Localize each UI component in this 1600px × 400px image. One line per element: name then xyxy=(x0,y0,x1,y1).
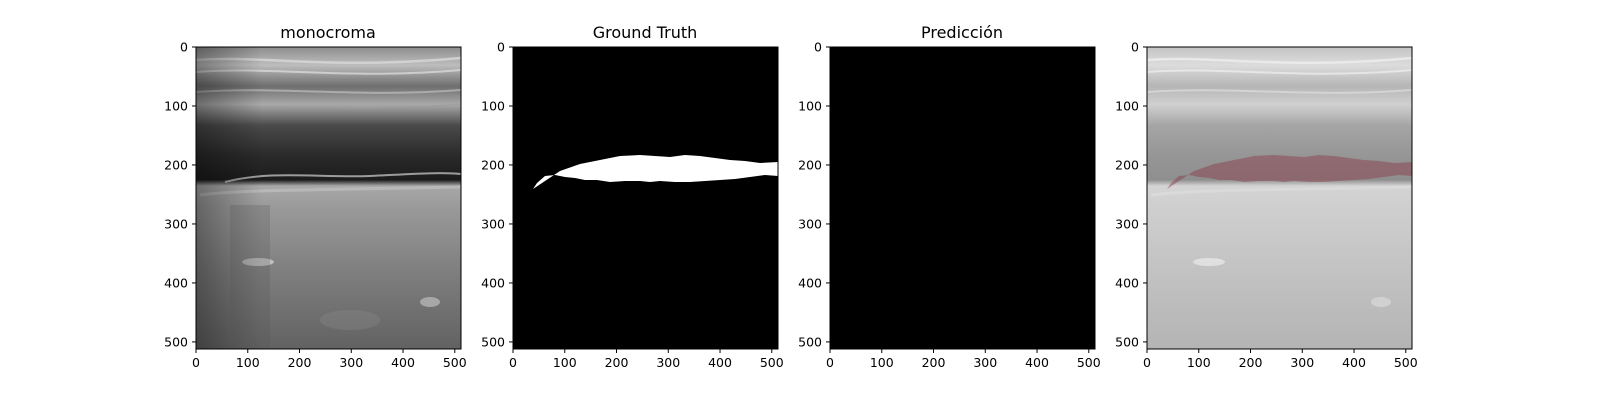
mask-region xyxy=(533,155,778,189)
x-tick-label: 200 xyxy=(605,355,629,370)
y-tick-label: 500 xyxy=(481,334,505,349)
x-tick-label: 400 xyxy=(1342,355,1366,370)
y-tick-label: 200 xyxy=(1115,157,1139,172)
y-tick-label: 300 xyxy=(481,216,505,231)
x-tick-label: 400 xyxy=(391,355,415,370)
x-tick-label: 400 xyxy=(708,355,732,370)
y-tick-label: 300 xyxy=(1115,216,1139,231)
axes-frame xyxy=(829,46,1096,350)
y-tick-label: 500 xyxy=(1115,334,1139,349)
y-tick-label: 500 xyxy=(798,334,822,349)
x-tick-label: 500 xyxy=(760,355,784,370)
y-tick-label: 200 xyxy=(798,157,822,172)
x-tick-label: 300 xyxy=(656,355,680,370)
panel-ground-truth: Ground Truth xyxy=(512,23,779,350)
x-tick-label: 100 xyxy=(870,355,894,370)
mask-background xyxy=(513,47,778,349)
axes-frame xyxy=(512,46,779,350)
x-tick-label: 100 xyxy=(553,355,577,370)
panel-title: Predicción xyxy=(921,23,1003,42)
y-tick-label: 400 xyxy=(481,275,505,290)
axis-ticks: 0 100 200 300 400 500 0 100 200 300 400 500 0 100 200 3… xyxy=(164,40,1418,371)
panel-prediccion: Predicción xyxy=(829,23,1096,350)
panel-monocroma: monocroma xyxy=(195,23,462,350)
x-tick-label: 200 xyxy=(288,355,312,370)
x-tick-label: 400 xyxy=(1025,355,1049,370)
y-tick-label: 300 xyxy=(164,216,188,231)
y-tick-label: 200 xyxy=(481,157,505,172)
x-tick-label: 500 xyxy=(443,355,467,370)
y-tick-label: 400 xyxy=(798,275,822,290)
panel-title: monocroma xyxy=(280,23,376,42)
overlay-mask-region xyxy=(1167,155,1412,189)
y-tick-label: 400 xyxy=(164,275,188,290)
x-tick-label: 0 xyxy=(509,355,517,370)
y-tick-label: 300 xyxy=(798,216,822,231)
x-tick-label: 300 xyxy=(973,355,997,370)
x-tick-label: 500 xyxy=(1394,355,1418,370)
axes-frame xyxy=(1146,46,1413,350)
ultrasound-image xyxy=(195,47,462,349)
y-tick-label: 200 xyxy=(164,157,188,172)
axes-frame xyxy=(195,46,462,350)
x-tick-label: 0 xyxy=(1143,355,1151,370)
x-tick-label: 0 xyxy=(826,355,834,370)
panel-title: Ground Truth xyxy=(593,23,698,42)
y-tick-label: 100 xyxy=(481,98,505,113)
x-tick-label: 500 xyxy=(1077,355,1101,370)
y-tick-label: 0 xyxy=(1131,40,1139,55)
y-tick-label: 400 xyxy=(1115,275,1139,290)
overlay-image xyxy=(1146,47,1413,349)
y-tick-label: 0 xyxy=(180,40,188,55)
x-tick-label: 200 xyxy=(922,355,946,370)
x-tick-label: 100 xyxy=(236,355,260,370)
x-tick-label: 300 xyxy=(339,355,363,370)
y-tick-label: 100 xyxy=(798,98,822,113)
prediction-mask xyxy=(830,47,1095,349)
x-tick-label: 300 xyxy=(1290,355,1314,370)
x-tick-label: 100 xyxy=(1187,355,1211,370)
panel-overlay xyxy=(1146,46,1413,350)
y-tick-label: 0 xyxy=(814,40,822,55)
y-tick-label: 100 xyxy=(1115,98,1139,113)
y-tick-label: 100 xyxy=(164,98,188,113)
x-tick-label: 200 xyxy=(1239,355,1263,370)
x-tick-label: 0 xyxy=(192,355,200,370)
y-tick-label: 0 xyxy=(497,40,505,55)
y-tick-label: 500 xyxy=(164,334,188,349)
